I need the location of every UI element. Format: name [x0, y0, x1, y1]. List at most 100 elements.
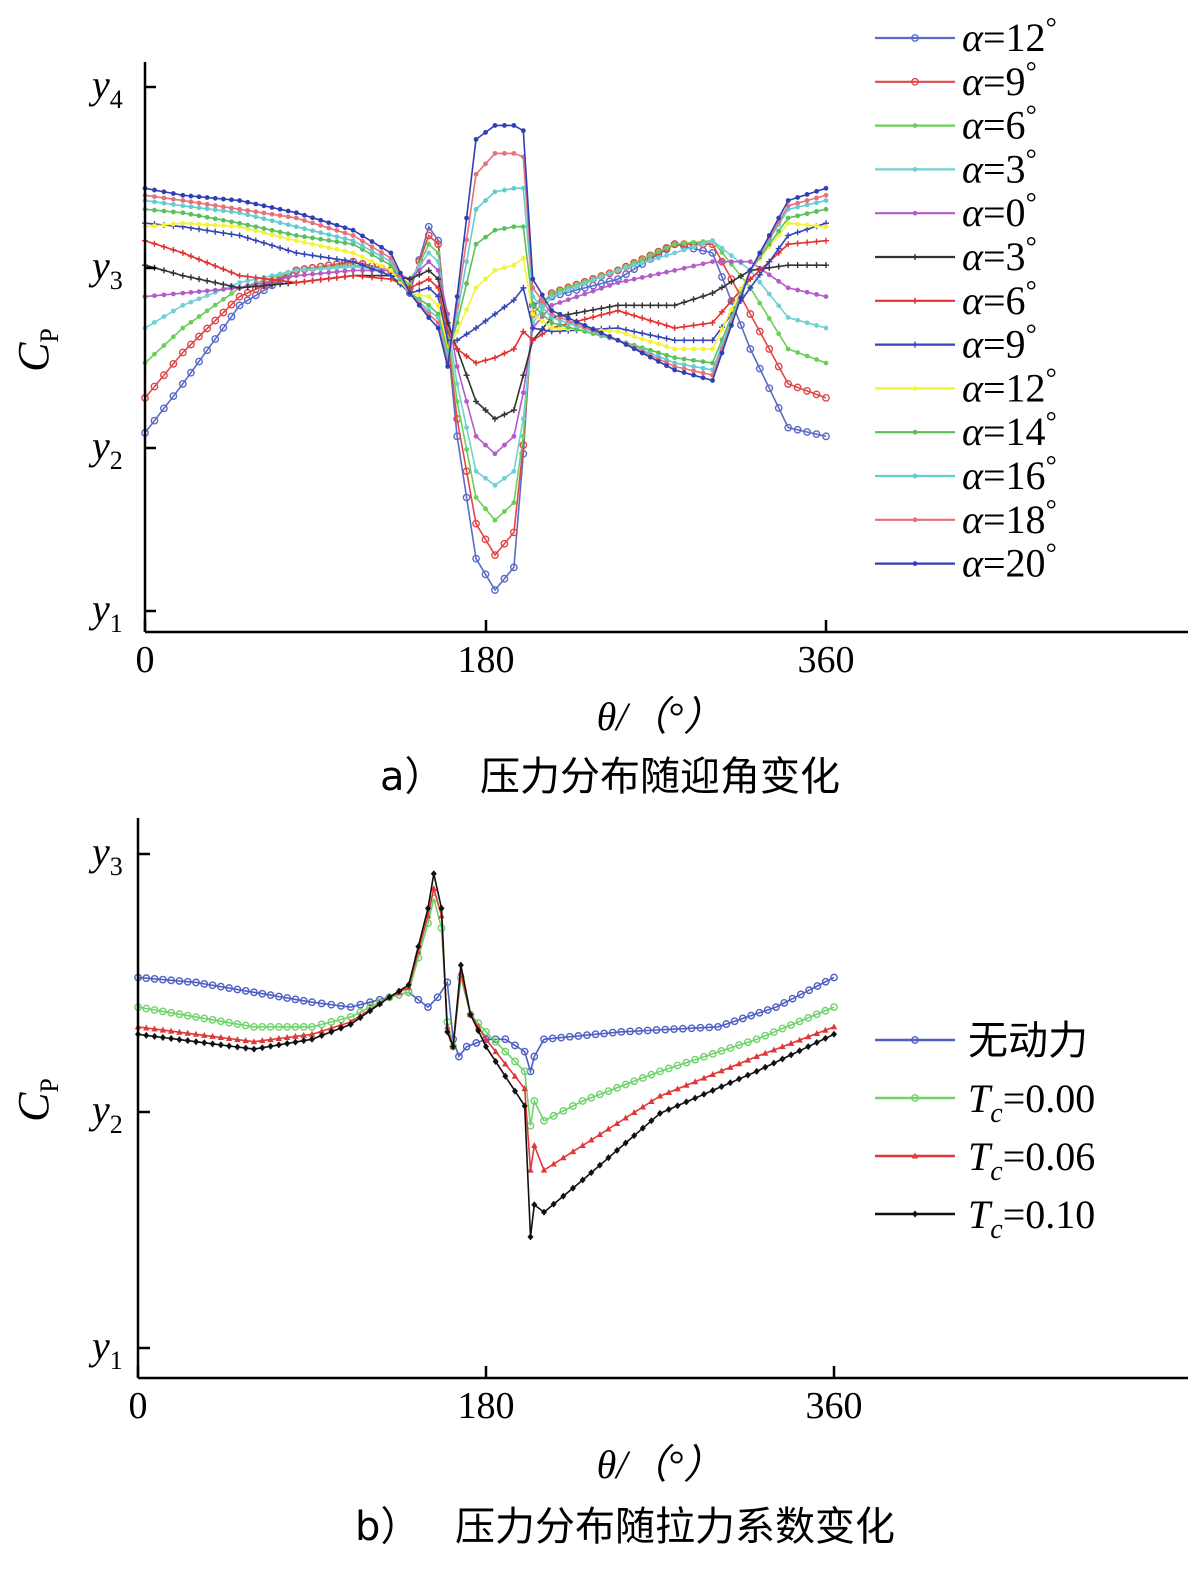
data-point-a-5-27	[360, 267, 365, 273]
data-point-b-1-75	[772, 1003, 780, 1012]
data-point-a-11-45	[530, 294, 536, 299]
data-point-b-3-80	[813, 1029, 821, 1036]
data-point-b-4-57	[614, 1146, 621, 1154]
data-point-b-3-13	[234, 1036, 241, 1043]
data-point-a-3-37	[454, 398, 460, 404]
data-point-a-13-51	[582, 323, 588, 328]
data-point-a-10-27	[360, 247, 365, 252]
data-point-b-3-61	[648, 1098, 655, 1105]
data-point-a-11-46	[539, 304, 545, 310]
legend-label-a-4: α=3°	[962, 144, 1037, 191]
legend-label-a-12: α=18°	[962, 495, 1057, 542]
data-point-b-3-2	[143, 1024, 150, 1031]
data-point-a-2-74	[784, 380, 793, 388]
data-point-b-1-50	[557, 1033, 566, 1042]
data-point-b-4-55	[596, 1161, 603, 1169]
data-point-b-3-79	[805, 1033, 812, 1040]
data-point-a-4-61	[664, 253, 669, 258]
data-point-b-3-55	[596, 1130, 604, 1137]
data-point-a-12-42	[502, 150, 507, 156]
data-point-a-8-9	[212, 228, 219, 235]
legend-degree-a-12: °	[1046, 495, 1057, 526]
data-point-a-13-6	[188, 193, 194, 199]
data-point-a-13-34	[426, 315, 432, 320]
data-point-a-6-55	[614, 302, 621, 309]
data-point-a-5-42	[502, 442, 507, 448]
data-point-a-8-19	[293, 249, 300, 256]
data-point-a-9-59	[647, 339, 653, 344]
y-axis-title-a: CP	[9, 328, 64, 372]
legend-item-a-7: α=6°	[875, 276, 1037, 323]
data-point-b-2-10	[208, 1015, 217, 1024]
data-point-a-5-56	[623, 278, 629, 284]
data-point-a-10-16	[269, 227, 275, 233]
data-point-a-8-60	[655, 333, 662, 340]
data-point-a-9-58	[639, 336, 645, 342]
data-point-a-5-26	[350, 267, 356, 273]
data-point-a-7-61	[663, 322, 670, 329]
data-point-a-7-6	[187, 253, 194, 260]
data-point-a-9-11	[229, 223, 234, 229]
data-point-a-6-63	[681, 299, 688, 306]
data-point-b-3-22	[308, 1030, 316, 1037]
legend-marker-a-9	[912, 386, 918, 391]
data-point-b-3-11	[217, 1033, 225, 1040]
data-point-a-8-27	[359, 262, 366, 269]
data-point-b-1-65	[687, 1024, 696, 1033]
data-point-a-6-57	[631, 302, 638, 309]
data-point-a-12-27	[360, 238, 365, 244]
data-point-b-4-63	[665, 1106, 672, 1114]
data-point-a-5-65	[700, 261, 706, 267]
data-point-b-3-51	[560, 1154, 567, 1161]
data-point-a-12-78	[823, 192, 829, 198]
data-point-a-8-28	[369, 265, 375, 272]
data-point-a-10-65	[700, 359, 706, 365]
data-point-a-6-59	[647, 302, 654, 309]
data-point-b-1-9	[200, 979, 209, 988]
data-point-a-9-42	[502, 265, 507, 271]
data-point-a-2-9	[211, 316, 220, 325]
data-point-a-12-10	[220, 204, 226, 210]
data-point-b-1-70	[730, 1017, 739, 1026]
data-point-b-3-44	[502, 1060, 509, 1067]
data-point-a-4-26	[350, 264, 356, 270]
series-line-b-2	[137, 898, 835, 1126]
data-point-a-12-23	[326, 225, 332, 231]
data-point-a-12-5	[180, 198, 186, 203]
data-point-a-6-65	[700, 293, 707, 300]
data-point-a-3-39	[473, 495, 479, 500]
data-point-a-5-8	[204, 288, 210, 294]
data-point-a-7-24	[333, 274, 340, 281]
data-point-a-13-30	[388, 250, 394, 256]
data-point-a-7-63	[681, 323, 688, 330]
data-point-b-4-38	[450, 1043, 457, 1051]
legend-degree-a-7: °	[1026, 276, 1037, 307]
data-point-a-7-35	[435, 284, 442, 291]
data-point-a-6-41	[491, 415, 498, 422]
data-point-b-4-49	[541, 1208, 547, 1216]
data-point-a-10-76	[804, 211, 810, 217]
data-point-a-9-61	[664, 344, 669, 349]
data-point-a-2-70	[746, 310, 755, 318]
data-point-a-1-73	[774, 404, 783, 412]
data-point-a-1-66	[708, 249, 717, 257]
data-point-a-12-65	[700, 370, 706, 376]
data-point-a-13-45	[530, 276, 536, 282]
data-point-a-12-17	[277, 213, 283, 218]
data-point-a-2-38	[462, 467, 471, 476]
data-point-a-11-47	[549, 315, 555, 320]
data-point-a-6-77	[813, 262, 820, 269]
legend-marker-a-8	[912, 341, 918, 348]
data-point-a-1-34	[424, 222, 433, 231]
data-point-a-7-12	[236, 272, 243, 279]
data-point-b-3-25	[337, 1021, 345, 1028]
data-point-b-2-7	[183, 1011, 192, 1020]
data-point-a-13-39	[473, 136, 479, 142]
data-point-a-8-7	[196, 226, 203, 233]
data-point-a-3-2	[152, 351, 157, 357]
data-point-a-3-41	[492, 517, 498, 523]
legend-degree-a-1: °	[1046, 13, 1057, 44]
data-point-b-1-4	[158, 975, 167, 984]
data-point-a-5-62	[672, 267, 678, 273]
data-point-a-9-74	[785, 220, 791, 226]
